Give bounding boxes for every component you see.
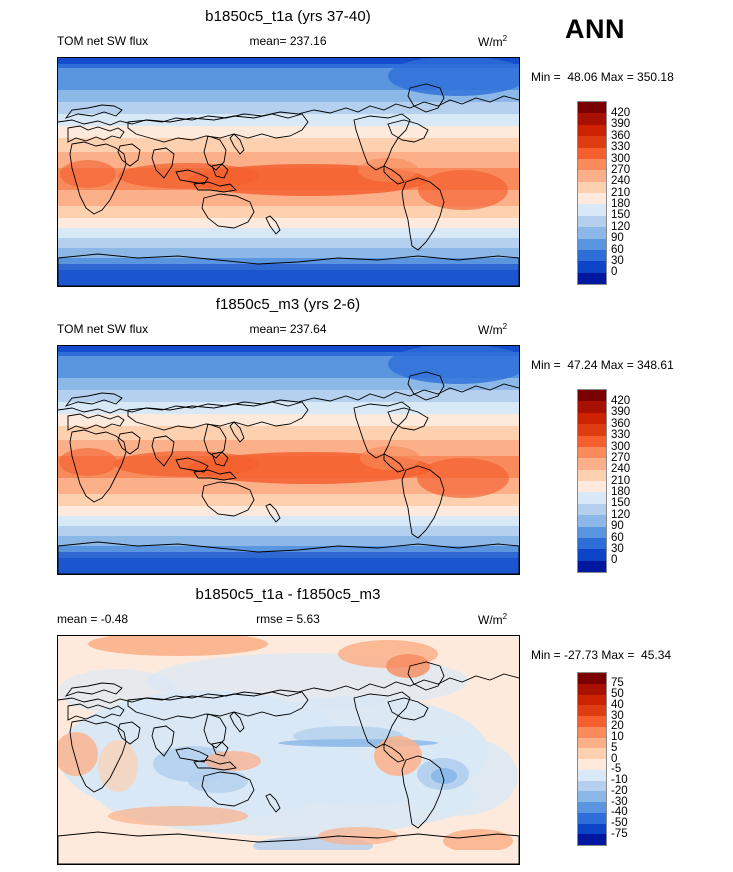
cb1-tick: 390 bbox=[611, 118, 631, 131]
cb3-tick: 30 bbox=[611, 709, 624, 722]
panel-3-title: b1850c5_t1a - f1850c5_m3 bbox=[195, 586, 381, 603]
panel-3-units: W/m2 bbox=[478, 612, 508, 627]
panel-1-left-label: TOM net SW flux bbox=[57, 34, 149, 48]
cb2-tick: 390 bbox=[611, 406, 631, 419]
panel-2: f1850c5_m3 (yrs 2-6) TOM net SW flux mea… bbox=[0, 288, 733, 583]
cb3-tick: 50 bbox=[611, 688, 624, 701]
contour-bands-1 bbox=[58, 58, 519, 286]
cb2-tick: 240 bbox=[611, 463, 631, 476]
cb1-tick: 300 bbox=[611, 152, 631, 165]
cb2-tick: 360 bbox=[611, 417, 631, 430]
cb3-tick: -50 bbox=[611, 817, 628, 830]
panel-2-units: W/m2 bbox=[478, 322, 508, 337]
panel-1-minmax: Min = 48.06 Max = 350.18 bbox=[531, 70, 674, 84]
colorbar-3 bbox=[577, 672, 607, 846]
cb2-tick: 210 bbox=[611, 474, 631, 487]
panel-2-title: f1850c5_m3 (yrs 2-6) bbox=[215, 296, 361, 313]
panel-3-center-label: rmse = 5.63 bbox=[256, 612, 320, 626]
colorbar-2 bbox=[577, 389, 607, 573]
cb3-tick: -75 bbox=[611, 827, 628, 840]
cb1-tick: 120 bbox=[611, 220, 631, 233]
cb1-tick: 330 bbox=[611, 141, 631, 154]
cb2-tick: 90 bbox=[611, 520, 624, 533]
map-panel-1 bbox=[57, 57, 520, 287]
cb2-tick: 180 bbox=[611, 486, 631, 498]
map-2-svg bbox=[58, 346, 519, 574]
panel-1-units: W/m2 bbox=[478, 34, 508, 49]
cb2-tick: 120 bbox=[611, 508, 631, 521]
cb3-tick: -30 bbox=[611, 795, 628, 808]
panel-2-center-label: mean= 237.64 bbox=[249, 322, 327, 336]
colorbar-1 bbox=[577, 101, 607, 285]
map-1-svg bbox=[58, 58, 519, 286]
cb2-tick: 420 bbox=[611, 395, 631, 407]
cb3-tick: 20 bbox=[611, 720, 624, 733]
difference-field-3 bbox=[58, 636, 519, 864]
cb1-tick: 360 bbox=[611, 129, 631, 142]
season-label: ANN bbox=[565, 14, 625, 44]
cb2-tick: 150 bbox=[611, 497, 631, 510]
panel-1-center-label: mean= 237.16 bbox=[249, 34, 327, 48]
cb2-tick: 270 bbox=[611, 451, 631, 464]
map-panel-3 bbox=[57, 635, 520, 865]
cb2-tick: 60 bbox=[611, 531, 624, 544]
panel-1-title: b1850c5_t1a (yrs 37-40) bbox=[205, 8, 371, 25]
cb3-tick: -5 bbox=[611, 763, 622, 776]
cb1-tick: 240 bbox=[611, 175, 631, 188]
panel-3: b1850c5_t1a - f1850c5_m3 mean = -0.48 rm… bbox=[0, 578, 733, 872]
panel-2-left-label: TOM net SW flux bbox=[57, 322, 149, 336]
cb1-tick: 0 bbox=[611, 266, 618, 279]
cb3-tick: 40 bbox=[611, 698, 624, 711]
cb3-tick: 75 bbox=[611, 677, 624, 690]
cb2-tick: 300 bbox=[611, 440, 631, 453]
cb3-tick: 0 bbox=[611, 752, 618, 765]
cb2-tick: 30 bbox=[611, 542, 624, 555]
cb3-tick: -10 bbox=[611, 774, 628, 787]
cb3-tick: -20 bbox=[611, 784, 628, 797]
map-3-svg bbox=[58, 636, 519, 864]
cb1-tick: 30 bbox=[611, 254, 624, 267]
cb3-tick: 10 bbox=[611, 731, 624, 744]
panel-3-minmax: Min = -27.73 Max = 45.34 bbox=[531, 648, 672, 662]
cb1-tick: 150 bbox=[611, 209, 631, 222]
panel-1: b1850c5_t1a (yrs 37-40) TOM net SW flux … bbox=[0, 0, 733, 295]
panel-2-minmax: Min = 47.24 Max = 348.61 bbox=[531, 358, 674, 372]
cb2-tick: 330 bbox=[611, 429, 631, 442]
cb1-tick: 180 bbox=[611, 198, 631, 210]
contour-bands-2 bbox=[58, 346, 519, 574]
cb1-tick: 420 bbox=[611, 107, 631, 119]
cb1-tick: 210 bbox=[611, 186, 631, 199]
panel-3-left-label: mean = -0.48 bbox=[57, 612, 129, 626]
cb1-tick: 60 bbox=[611, 243, 624, 256]
map-panel-2 bbox=[57, 345, 520, 575]
cb3-tick: 5 bbox=[611, 741, 618, 754]
cb1-tick: 270 bbox=[611, 163, 631, 176]
cb1-tick: 90 bbox=[611, 232, 624, 245]
cb2-tick: 0 bbox=[611, 554, 618, 567]
cb3-tick: -40 bbox=[611, 806, 628, 819]
